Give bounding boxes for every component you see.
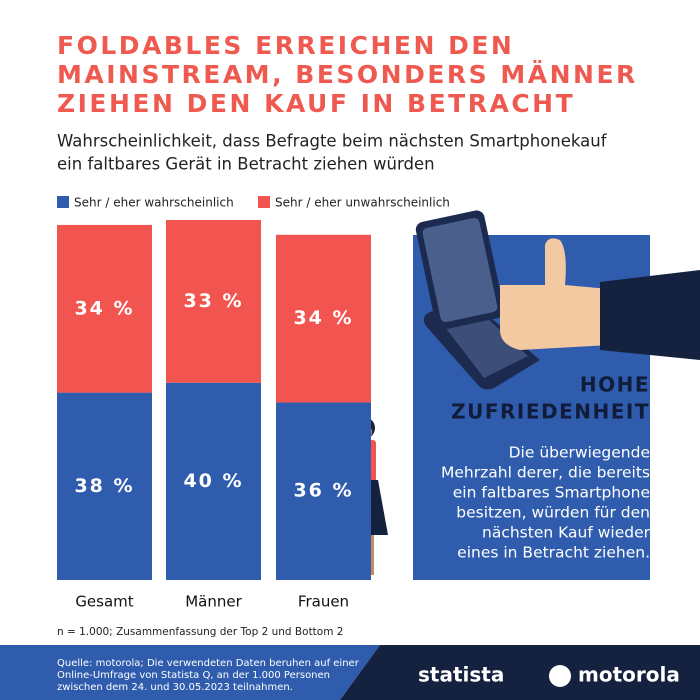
chart-title: ZIEHEN DEN KAUF IN BETRACHT — [57, 89, 575, 118]
value-label: 34 % — [293, 307, 353, 329]
panel-text: Die überwiegende — [509, 444, 650, 462]
footnote: n = 1.000; Zusammenfassung der Top 2 und… — [57, 626, 343, 638]
panel-text: Mehrzahl derer, die bereits — [441, 464, 650, 482]
panel-text: besitzen, würden für den — [456, 504, 650, 522]
logo-statista: statista — [418, 663, 504, 687]
panel-text: eines in Betracht ziehen. — [457, 544, 650, 562]
panel-text: ein faltbares Smartphone — [453, 484, 650, 502]
bar-segment — [57, 224, 152, 393]
phone-illustration — [415, 210, 700, 390]
category-label: Frauen — [298, 593, 349, 611]
panel-heading: ZUFRIEDENHEIT — [451, 400, 650, 424]
source: Quelle: motorola; Die verwendeten Daten … — [57, 658, 360, 669]
source: Online-Umfrage von Statista Q, an der 1.… — [57, 670, 330, 681]
chart-title: FOLDABLES ERREICHEN DEN — [57, 31, 514, 60]
legend-label: Sehr / eher wahrscheinlich — [74, 196, 234, 210]
panel-text: nächsten Kauf wieder — [482, 524, 651, 542]
panel-heading: HOHE — [580, 373, 650, 397]
bar-segment — [276, 234, 371, 403]
footer-band — [340, 645, 700, 700]
bar-segment — [276, 402, 371, 580]
source: zwischen dem 24. und 30.05.2023 teilnahm… — [57, 682, 293, 693]
logo-motorola: motorola — [578, 663, 680, 687]
value-label: 34 % — [74, 297, 134, 319]
logo-mark — [549, 665, 571, 687]
value-label: 33 % — [183, 290, 243, 312]
value-label: 38 % — [74, 475, 134, 497]
legend-label: Sehr / eher unwahrscheinlich — [275, 196, 450, 210]
bar-segment — [166, 220, 261, 383]
chart-title: MAINSTREAM, BESONDERS MÄNNER — [57, 59, 638, 89]
bar-segment — [57, 392, 152, 580]
chart-subtitle: ein faltbares Gerät in Betracht ziehen w… — [57, 155, 435, 174]
value-label: 40 % — [183, 470, 243, 492]
bar-segment — [166, 382, 261, 580]
chart-subtitle: Wahrscheinlichkeit, dass Befragte beim n… — [57, 132, 608, 151]
legend-swatch — [57, 196, 69, 208]
value-label: 36 % — [293, 480, 353, 502]
category-label: Gesamt — [75, 593, 133, 611]
legend-swatch — [258, 196, 270, 208]
footer-band-left — [0, 645, 380, 700]
category-label: Männer — [185, 593, 242, 611]
